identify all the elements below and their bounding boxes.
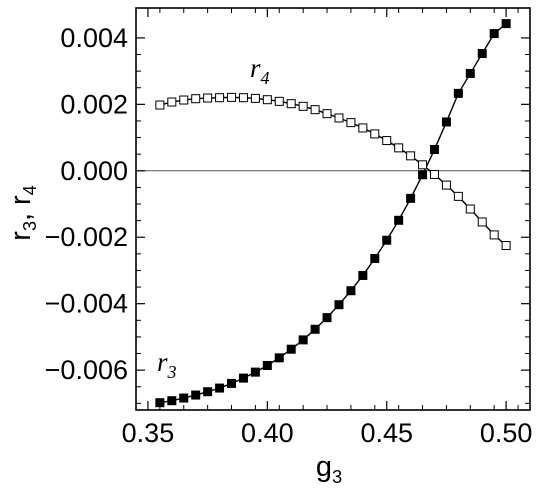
- series-label-r3: r3: [157, 347, 177, 382]
- data-point-r4: [453, 191, 463, 201]
- data-point-r4: [394, 143, 404, 153]
- data-point-r3: [406, 193, 416, 203]
- data-point-r3: [429, 145, 439, 155]
- data-point-r3: [441, 117, 451, 127]
- x-axis-label-sub: 3: [332, 467, 342, 487]
- y-tick-label: −0.004: [45, 289, 128, 319]
- data-point-r3: [250, 367, 260, 377]
- data-point-r4: [274, 96, 284, 106]
- plot-frame: [135, 7, 531, 411]
- data-point-r4: [310, 105, 320, 115]
- data-point-r3: [238, 373, 248, 383]
- x-axis-label-base: g: [316, 451, 332, 483]
- data-point-r3: [501, 19, 511, 29]
- y-tick-label: −0.006: [45, 355, 128, 385]
- series-line-r3: [159, 23, 507, 404]
- data-point-r4: [215, 93, 225, 103]
- data-point-r4: [179, 95, 189, 105]
- data-point-r4: [489, 230, 499, 240]
- series-line-r4: [159, 96, 507, 247]
- tick-labels: 0.35 0.40 0.45 0.50 −0.006 −0.004 −0.002 0.000 0…: [45, 23, 533, 448]
- data-point-r3: [322, 313, 332, 323]
- data-point-r3: [298, 335, 308, 345]
- data-point-r4: [227, 92, 237, 102]
- data-point-r4: [406, 151, 416, 161]
- data-point-r3: [382, 235, 392, 245]
- data-point-r3: [167, 396, 177, 406]
- y-tick-label: 0.004: [60, 23, 128, 53]
- data-point-r3: [370, 254, 380, 264]
- data-point-r3: [453, 88, 463, 98]
- data-point-r4: [429, 169, 439, 179]
- series-label-r3-sub: 3: [167, 362, 177, 382]
- data-point-r3: [203, 387, 213, 397]
- data-point-r4: [238, 93, 248, 103]
- data-point-r3: [274, 353, 284, 363]
- data-point-r4: [322, 109, 332, 119]
- data-point-r3: [465, 68, 475, 78]
- data-point-r4: [167, 97, 177, 107]
- data-point-r3: [489, 29, 499, 39]
- data-point-r3: [286, 344, 296, 354]
- data-point-r4: [418, 160, 428, 170]
- data-point-r4: [441, 180, 451, 190]
- x-axis-label: g3: [316, 451, 342, 487]
- series-label-r3-base: r: [157, 347, 168, 377]
- data-point-r4: [203, 93, 213, 103]
- data-point-r3: [262, 360, 272, 370]
- data-point-r4: [334, 113, 344, 123]
- y-axis-label-r3-sub: 3: [20, 221, 40, 231]
- y-axis-label-r3-base: r: [5, 231, 37, 241]
- y-axis-label-r4-sub: 4: [20, 185, 40, 195]
- data-point-r4: [465, 204, 475, 214]
- data-point-r3: [310, 324, 320, 334]
- data-point-r3: [334, 300, 344, 310]
- y-tick-label: 0.000: [60, 156, 128, 186]
- data-point-r4: [155, 100, 165, 110]
- data-point-r3: [179, 393, 189, 403]
- x-tick-label: 0.50: [480, 418, 533, 448]
- data-point-r3: [227, 378, 237, 388]
- series-label-r4: r4: [250, 53, 270, 88]
- data-point-r4: [382, 136, 392, 146]
- y-tick-label: −0.002: [45, 222, 128, 252]
- data-point-r4: [286, 99, 296, 109]
- data-point-r4: [262, 95, 272, 105]
- data-point-r3: [394, 215, 404, 225]
- series-markers: [155, 19, 511, 408]
- data-point-r3: [191, 390, 201, 400]
- data-point-r4: [191, 94, 201, 104]
- y-axis-label-r4-base: r: [5, 195, 37, 205]
- data-point-r3: [358, 270, 368, 280]
- data-point-r4: [501, 241, 511, 251]
- data-point-r3: [418, 170, 428, 180]
- data-point-r4: [358, 123, 368, 133]
- data-point-r4: [477, 217, 487, 227]
- y-axis-label: r3,r4: [5, 185, 40, 240]
- x-tick-label: 0.35: [122, 418, 175, 448]
- data-point-r4: [298, 101, 308, 111]
- y-tick-label: 0.002: [60, 89, 128, 119]
- series-label-r4-base: r: [250, 53, 261, 83]
- data-point-r4: [250, 93, 260, 103]
- data-point-r3: [215, 383, 225, 393]
- axis-ticks: [136, 8, 530, 410]
- x-tick-label: 0.40: [241, 418, 294, 448]
- data-point-r4: [370, 129, 380, 139]
- series-lines: [159, 23, 507, 404]
- y-axis-label-sep: ,: [5, 213, 37, 221]
- data-point-r4: [346, 118, 356, 128]
- data-point-r3: [346, 286, 356, 296]
- series-label-r4-sub: 4: [261, 68, 270, 88]
- data-point-r3: [477, 49, 487, 59]
- x-tick-label: 0.45: [360, 418, 413, 448]
